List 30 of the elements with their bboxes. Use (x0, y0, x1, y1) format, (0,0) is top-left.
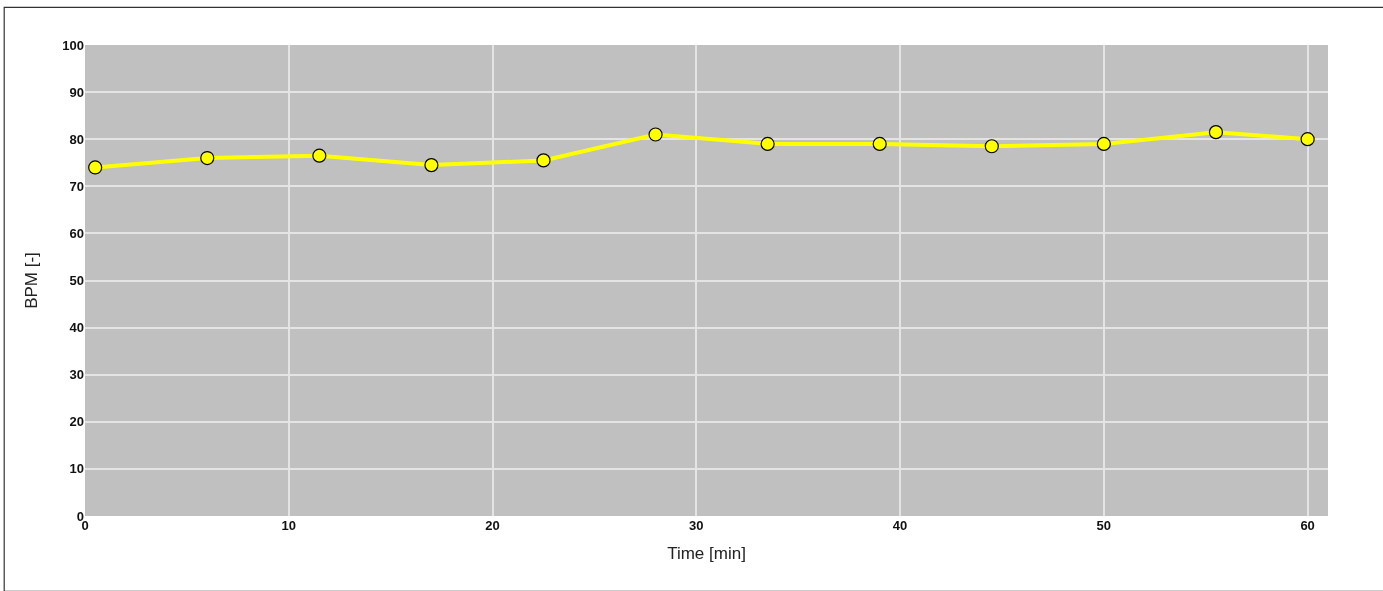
point (648, 127, 663, 142)
x-tick-label: 30 (689, 518, 704, 533)
point (1096, 136, 1111, 151)
y-tick-label: 20 (69, 414, 84, 430)
point (1300, 132, 1315, 147)
x-axis-title: Time [min] (667, 544, 746, 564)
point (536, 153, 551, 168)
y-tick-label: 30 (69, 367, 84, 383)
point (200, 150, 215, 166)
y-tick-label: 80 (69, 131, 84, 147)
x-tick-label: 10 (281, 518, 296, 533)
point (88, 160, 103, 175)
point (424, 158, 439, 173)
y-tick-label: 40 (69, 320, 84, 336)
point (984, 139, 999, 154)
x-tick-label: 40 (892, 518, 908, 533)
point (872, 136, 887, 151)
point (312, 148, 327, 163)
x-tick-label: 60 (1300, 518, 1315, 533)
y-tick-label: 60 (69, 225, 84, 241)
point (1208, 125, 1224, 140)
x-tick-label: 50 (1096, 518, 1112, 533)
y-tick-label: 50 (69, 273, 84, 289)
y-tick-label: 70 (69, 178, 84, 194)
y-tick-label: 100 (62, 37, 84, 53)
y-tick-label: 90 (69, 84, 84, 100)
y-tick-label: 10 (69, 461, 84, 477)
y-axis-title: BPM [-] (21, 252, 41, 309)
point (760, 136, 775, 151)
x-tick-label: 20 (485, 518, 500, 533)
